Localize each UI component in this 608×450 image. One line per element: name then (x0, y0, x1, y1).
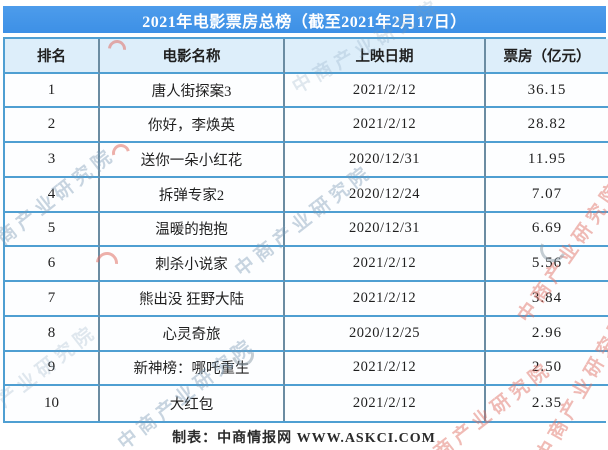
cell-movie: 心灵奇旅 (100, 316, 285, 352)
cell-rank: 10 (5, 386, 100, 421)
cell-rank: 1 (5, 73, 100, 109)
cell-movie: 熊出没 狂野大陆 (100, 282, 285, 317)
cell-movie: 刺杀小说家 (100, 247, 285, 283)
cell-rank: 5 (5, 212, 100, 248)
cell-rank: 2 (5, 108, 100, 144)
cell-boxoffice: 7.07 (486, 177, 608, 213)
cell-boxoffice: 2.96 (486, 316, 608, 352)
cell-rank: 7 (5, 282, 100, 317)
cell-date: 2021/2/12 (285, 351, 486, 387)
cell-date: 2021/2/12 (285, 247, 486, 283)
cell-boxoffice: 5.56 (486, 247, 608, 283)
cell-date: 2021/2/12 (285, 73, 486, 109)
column-header-boxoffice: 票房（亿元） (486, 39, 608, 74)
cell-date: 2021/2/12 (285, 282, 486, 317)
cell-rank: 8 (5, 316, 100, 352)
credit-line: 制表：中商情报网 WWW.ASKCI.COM (0, 423, 608, 450)
cell-boxoffice: 11.95 (486, 143, 608, 178)
column-header-movie: 电影名称 (100, 39, 285, 74)
column-header-rank: 排名 (5, 39, 100, 74)
cell-date: 2021/2/12 (285, 386, 486, 421)
title-bar: 2021年电影票房总榜（截至2021年2月17日） (3, 6, 606, 33)
cell-date: 2020/12/24 (285, 177, 486, 213)
cell-movie: 拆弹专家2 (100, 177, 285, 213)
cell-rank: 9 (5, 351, 100, 387)
cell-date: 2020/12/31 (285, 212, 486, 248)
cell-boxoffice: 28.82 (486, 108, 608, 144)
cell-rank: 3 (5, 143, 100, 178)
cell-boxoffice: 2.35 (486, 386, 608, 421)
cell-movie: 你好，李焕英 (100, 108, 285, 144)
page-title: 2021年电影票房总榜（截至2021年2月17日） (142, 13, 467, 31)
cell-boxoffice: 2.50 (486, 351, 608, 387)
cell-movie: 唐人街探案3 (100, 73, 285, 109)
column-header-date: 上映日期 (285, 39, 486, 74)
cell-date: 2020/12/25 (285, 316, 486, 352)
cell-boxoffice: 6.69 (486, 212, 608, 248)
cell-date: 2020/12/31 (285, 143, 486, 178)
cell-date: 2021/2/12 (285, 108, 486, 144)
boxoffice-table: 排名 电影名称 上映日期 票房（亿元） 1 唐人街探案3 2021/2/12 3… (3, 37, 608, 423)
cell-boxoffice: 3.84 (486, 282, 608, 317)
cell-movie: 大红包 (100, 386, 285, 421)
cell-rank: 6 (5, 247, 100, 283)
credit-text: 制表：中商情报网 WWW.ASKCI.COM (172, 430, 436, 446)
cell-movie: 温暖的抱抱 (100, 212, 285, 248)
cell-boxoffice: 36.15 (486, 73, 608, 109)
cell-movie: 新神榜：哪吒重生 (100, 351, 285, 387)
cell-movie: 送你一朵小红花 (100, 143, 285, 178)
cell-rank: 4 (5, 177, 100, 213)
